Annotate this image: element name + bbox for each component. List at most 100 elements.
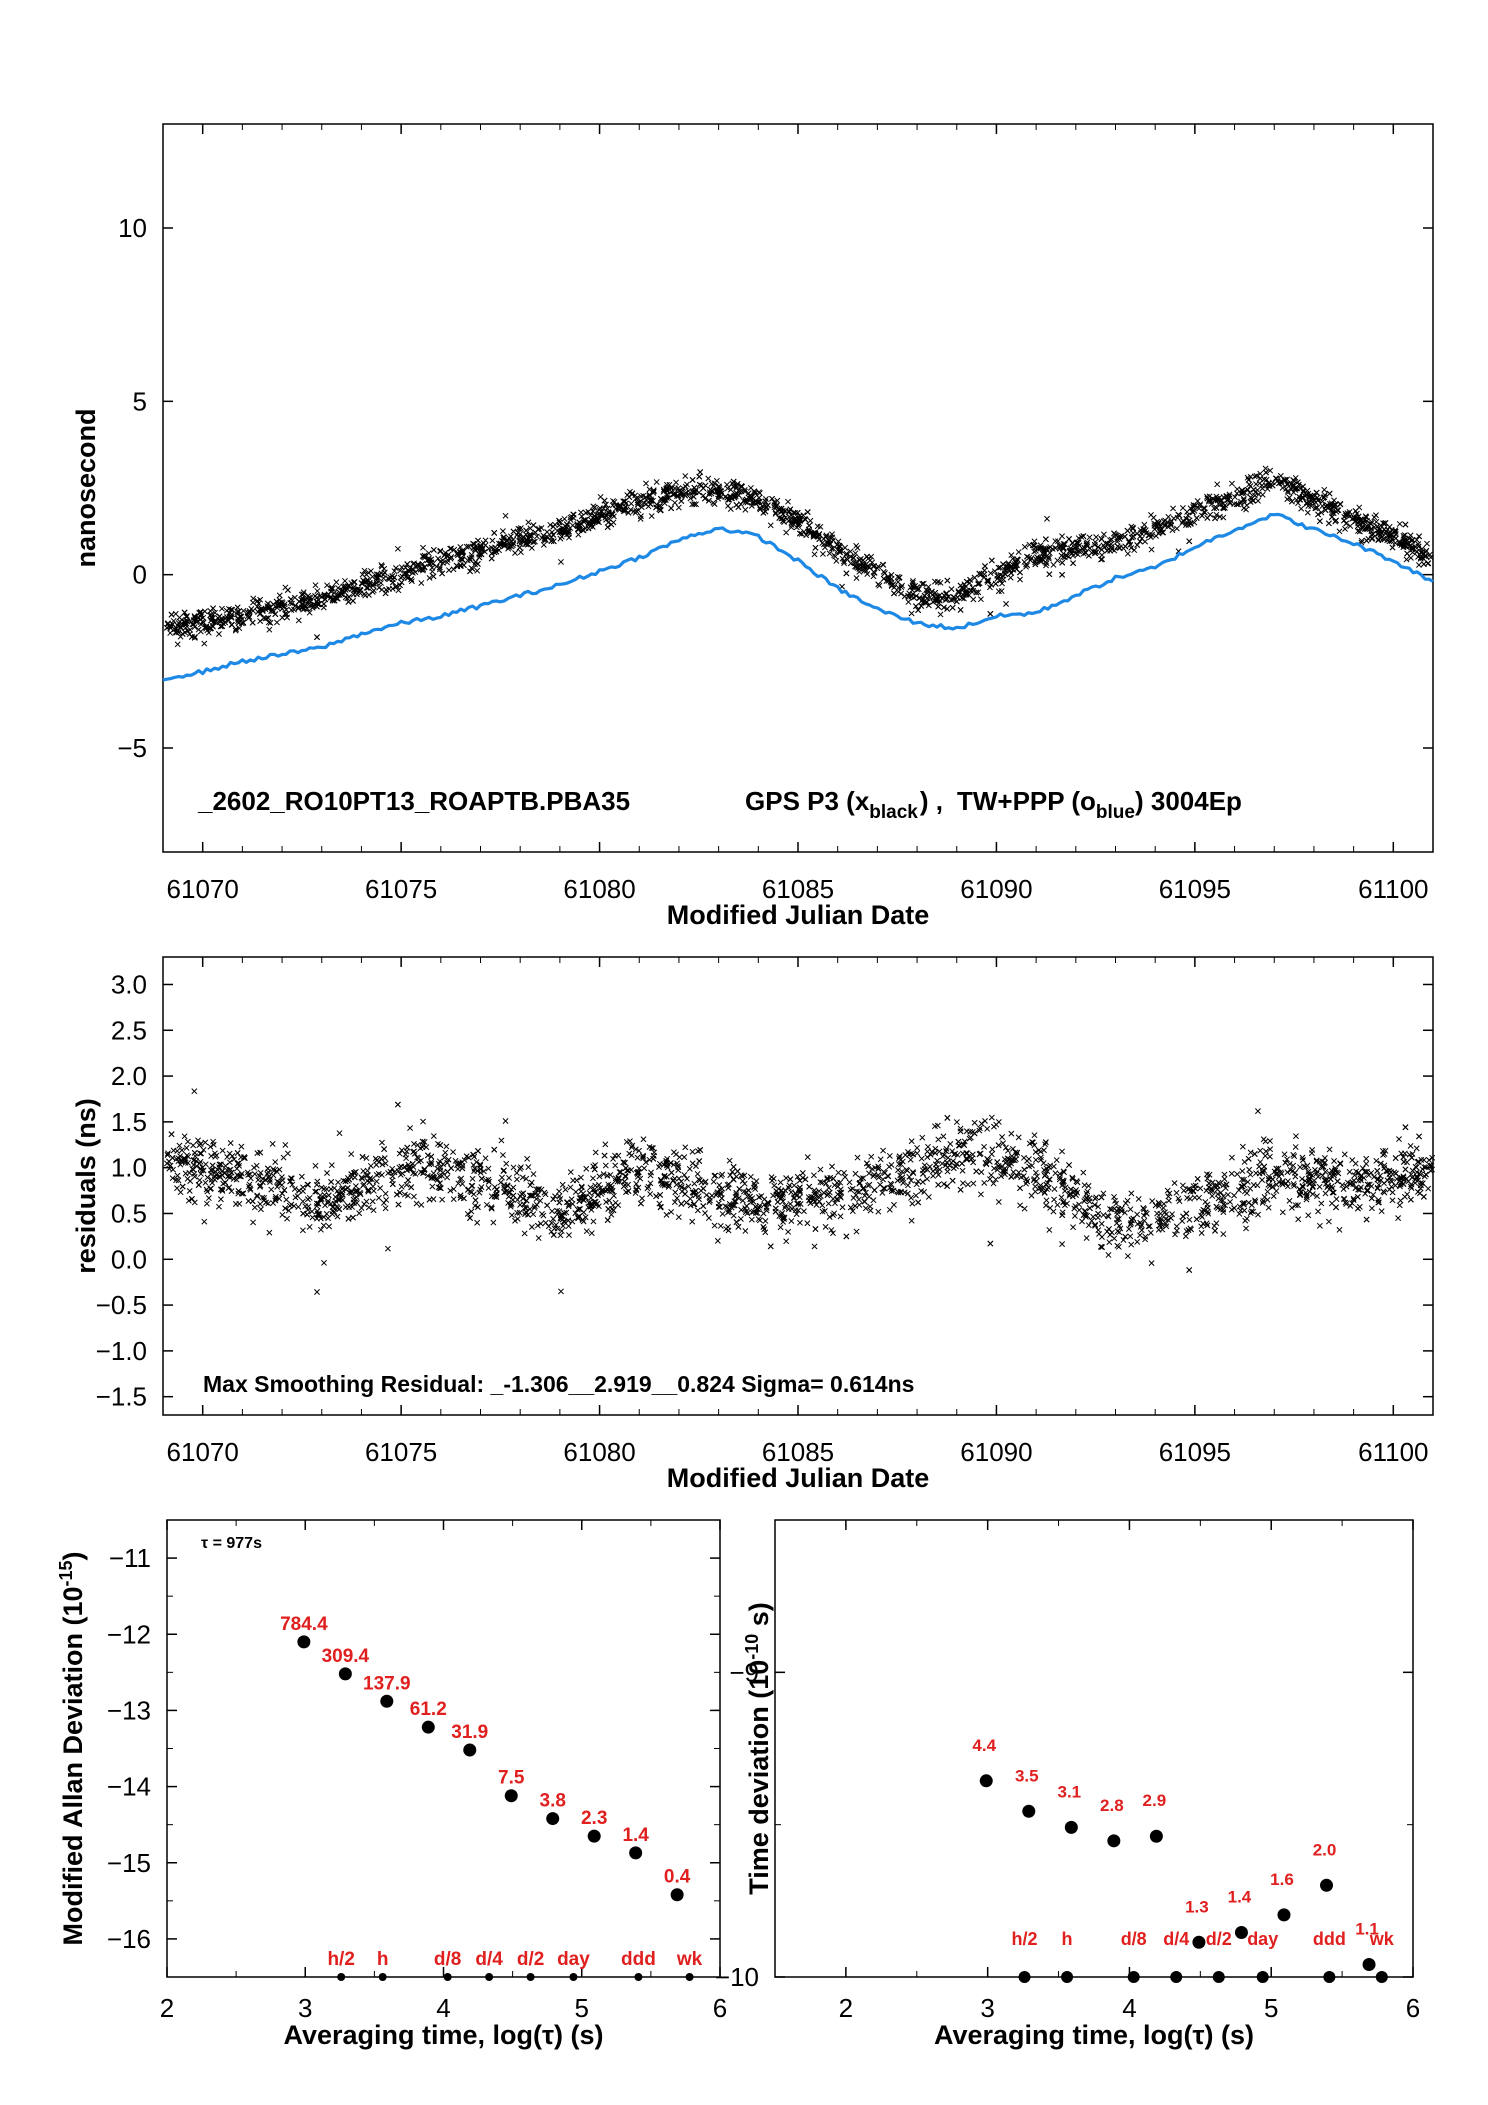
time-series-point <box>1216 513 1223 520</box>
residuals-point <box>578 1183 585 1190</box>
time-series-point <box>517 549 524 556</box>
time-series-point <box>1131 547 1138 554</box>
time-series-point <box>1185 512 1191 519</box>
time-series-point <box>389 579 396 586</box>
time-series-point <box>1351 515 1358 522</box>
time-series-point <box>1173 525 1180 532</box>
residuals-point <box>1171 1180 1178 1187</box>
time-series-point <box>1017 569 1023 576</box>
time-series-point <box>700 492 707 499</box>
time-series-point <box>488 555 495 562</box>
residuals-point <box>1363 1155 1370 1162</box>
residuals-point <box>257 1201 264 1207</box>
residuals-ytick-label: 0.0 <box>111 1244 147 1274</box>
residuals-point <box>533 1201 540 1208</box>
time-series-point <box>1032 559 1039 566</box>
time-series-point <box>949 604 956 611</box>
time-series-point <box>232 626 239 633</box>
time-series-point <box>795 521 802 528</box>
time-series-point <box>276 592 283 599</box>
time-series-point <box>419 553 426 560</box>
residuals-point <box>201 1218 208 1225</box>
residuals-point <box>725 1223 731 1230</box>
residuals-point <box>1080 1169 1087 1176</box>
residuals-point <box>508 1212 515 1219</box>
residuals-point <box>381 1155 388 1162</box>
residuals-point <box>1148 1260 1155 1267</box>
residuals-point <box>1032 1183 1039 1190</box>
time-series-point <box>982 563 988 570</box>
time-series-point <box>320 601 327 607</box>
residuals-point <box>747 1173 754 1180</box>
residuals-point <box>1246 1166 1253 1173</box>
residuals-point <box>1257 1159 1264 1165</box>
time-series-point <box>1170 505 1177 512</box>
time-series-point <box>1107 537 1113 544</box>
time-series-point <box>601 497 608 504</box>
residuals-point <box>299 1198 306 1205</box>
residuals-point <box>498 1137 505 1144</box>
residuals-point <box>1339 1182 1346 1188</box>
time-series-point <box>1331 502 1337 509</box>
time-series-point <box>569 522 576 529</box>
residuals-point <box>686 1165 693 1172</box>
residuals-point <box>470 1191 477 1198</box>
time-series-point <box>1093 534 1100 541</box>
time-series-point <box>1308 503 1315 510</box>
time-series-point <box>811 551 818 558</box>
residuals-point <box>683 1199 690 1206</box>
residuals-ytick-label: −1.0 <box>96 1336 147 1366</box>
time-series-point <box>977 596 984 603</box>
time-series-point <box>228 621 235 628</box>
residuals-point <box>1316 1222 1323 1229</box>
time-series-point <box>957 606 964 613</box>
residuals-point <box>820 1189 827 1196</box>
time-series-point <box>212 609 218 616</box>
residuals-point <box>852 1191 859 1198</box>
residuals-point <box>1340 1186 1347 1192</box>
time-series-point <box>1290 481 1297 488</box>
time-series-point <box>793 524 800 531</box>
residuals-point <box>226 1159 233 1166</box>
residuals-point <box>306 1194 313 1201</box>
residuals-point <box>1169 1211 1176 1218</box>
residuals-point <box>1351 1177 1357 1184</box>
residuals-point <box>1286 1197 1293 1204</box>
time-series-point <box>435 555 442 562</box>
residuals-point <box>867 1203 874 1210</box>
time-series-point <box>430 573 437 580</box>
residuals-point <box>647 1191 654 1197</box>
residuals-point <box>1281 1151 1288 1158</box>
residuals-point <box>1114 1211 1121 1217</box>
time-series-point <box>558 558 564 565</box>
residuals-point <box>382 1190 389 1197</box>
time-series-point <box>1047 544 1054 550</box>
residuals-point <box>513 1176 520 1183</box>
time-series-point <box>335 584 341 591</box>
time-series-point <box>1032 547 1039 554</box>
time-series-point <box>705 475 712 482</box>
residuals-point <box>742 1228 749 1234</box>
time-series-point <box>1017 576 1024 583</box>
time-series-point <box>700 485 707 492</box>
residuals-point <box>989 1146 996 1153</box>
residuals-point <box>331 1209 338 1215</box>
residuals-point <box>528 1224 535 1230</box>
time-series-point <box>634 494 641 501</box>
time-series-point <box>1098 552 1105 559</box>
time-series-point <box>1403 556 1410 563</box>
time-series-point <box>499 528 506 535</box>
residuals-point <box>811 1243 818 1250</box>
time-series-point <box>888 583 895 589</box>
time-series-point <box>836 547 843 554</box>
time-series-point <box>1165 513 1172 520</box>
residuals-point <box>1221 1176 1228 1183</box>
residuals-point <box>944 1168 951 1175</box>
time-series-point <box>420 544 426 551</box>
residuals-ytick-label: 3.0 <box>111 969 147 999</box>
time-series-ytick-label: −5 <box>117 733 147 763</box>
time-series-point <box>1238 498 1244 505</box>
residuals-point <box>714 1237 721 1244</box>
time-series-point <box>334 595 341 602</box>
